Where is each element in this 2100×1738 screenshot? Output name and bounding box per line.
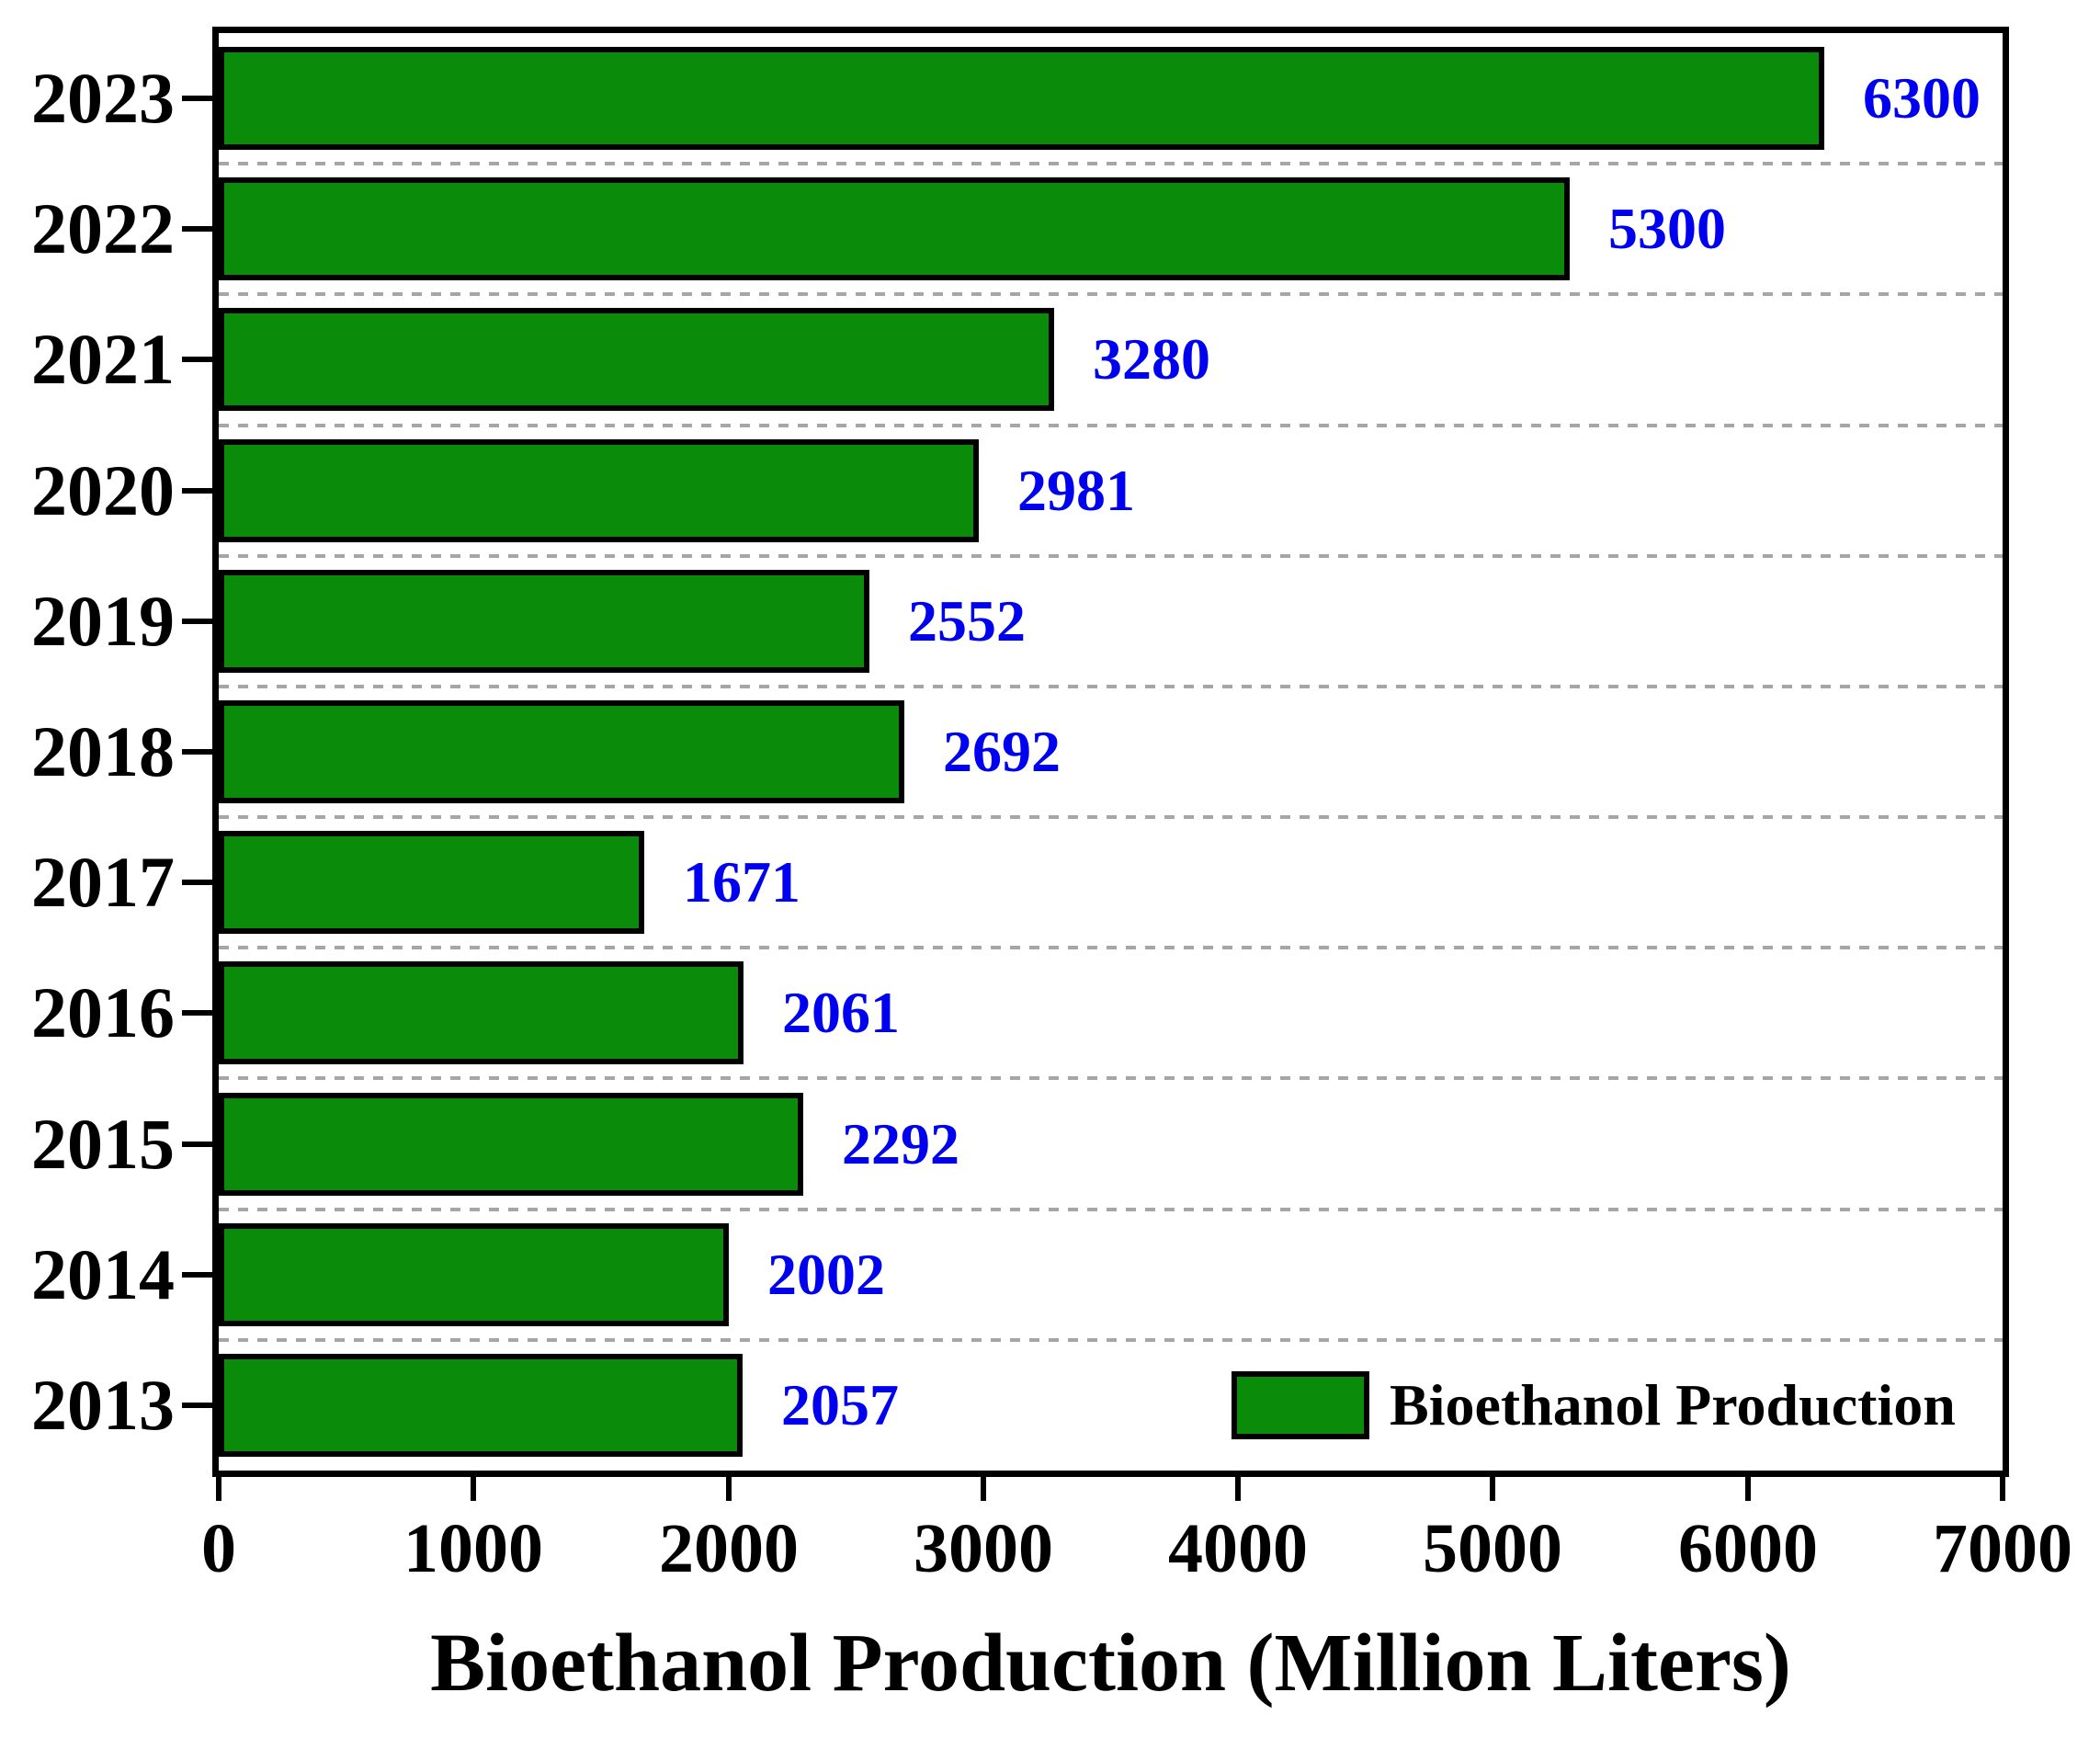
x-tick-7000 xyxy=(2000,1475,2005,1501)
x-tick-5000 xyxy=(1490,1475,1495,1501)
bar-value-label-2014: 2002 xyxy=(767,1242,885,1307)
y-tick-2013 xyxy=(182,1403,212,1408)
gridline xyxy=(219,1076,2003,1081)
y-tick-label-2013: 2013 xyxy=(31,1365,175,1445)
bar-value-label-2018: 2692 xyxy=(943,719,1061,784)
y-tick-label-2020: 2020 xyxy=(31,450,175,530)
x-tick-label-7000: 7000 xyxy=(1933,1510,2072,1587)
x-tick-4000 xyxy=(1235,1475,1241,1501)
bar-2013 xyxy=(219,1354,743,1457)
gridline xyxy=(219,815,2003,820)
x-tick-label-2000: 2000 xyxy=(659,1510,799,1587)
legend-swatch xyxy=(1232,1371,1369,1439)
bar-2014 xyxy=(219,1223,729,1326)
bar-2023 xyxy=(219,47,1824,150)
x-tick-1000 xyxy=(471,1475,476,1501)
y-tick-2015 xyxy=(182,1142,212,1147)
x-axis-title: Bioethanol Production (Million Liters) xyxy=(430,1618,1791,1709)
gridline xyxy=(219,423,2003,427)
bar-value-label-2019: 2552 xyxy=(908,588,1026,653)
y-tick-2023 xyxy=(182,96,212,101)
gridline xyxy=(219,162,2003,166)
y-tick-label-2023: 2023 xyxy=(31,58,175,138)
bar-value-label-2015: 2292 xyxy=(842,1111,959,1176)
x-tick-label-4000: 4000 xyxy=(1168,1510,1308,1587)
y-tick-2018 xyxy=(182,749,212,755)
x-tick-label-6000: 6000 xyxy=(1678,1510,1818,1587)
y-tick-2021 xyxy=(182,357,212,362)
gridline xyxy=(219,1207,2003,1211)
bar-value-label-2017: 1671 xyxy=(683,849,800,914)
x-tick-3000 xyxy=(981,1475,986,1501)
gridline xyxy=(219,1337,2003,1342)
y-tick-2022 xyxy=(182,226,212,232)
y-tick-label-2021: 2021 xyxy=(31,319,175,399)
gridline xyxy=(219,684,2003,688)
x-tick-0 xyxy=(216,1475,221,1501)
gridline xyxy=(219,292,2003,297)
legend-label: Bioethanol Production xyxy=(1390,1372,1956,1437)
bar-2016 xyxy=(219,961,744,1064)
x-tick-2000 xyxy=(726,1475,732,1501)
bar-value-label-2021: 3280 xyxy=(1093,326,1210,392)
x-tick-label-1000: 1000 xyxy=(403,1510,543,1587)
bar-value-label-2023: 6300 xyxy=(1863,65,1981,131)
bar-value-label-2020: 2981 xyxy=(1017,458,1135,523)
y-tick-label-2014: 2014 xyxy=(31,1234,175,1314)
x-tick-label-5000: 5000 xyxy=(1423,1510,1562,1587)
y-tick-label-2015: 2015 xyxy=(31,1104,175,1184)
gridline xyxy=(219,946,2003,950)
bar-2021 xyxy=(219,308,1054,411)
y-tick-label-2016: 2016 xyxy=(31,972,175,1052)
y-tick-label-2018: 2018 xyxy=(31,711,175,791)
x-tick-label-0: 0 xyxy=(201,1510,236,1587)
gridline xyxy=(219,553,2003,558)
bar-2015 xyxy=(219,1093,803,1196)
x-tick-label-3000: 3000 xyxy=(914,1510,1053,1587)
bar-2022 xyxy=(219,177,1570,280)
bar-value-label-2013: 2057 xyxy=(781,1372,899,1437)
x-tick-6000 xyxy=(1745,1475,1751,1501)
bar-2019 xyxy=(219,570,869,673)
bar-2020 xyxy=(219,439,979,542)
y-tick-2019 xyxy=(182,619,212,624)
y-tick-2017 xyxy=(182,880,212,885)
y-tick-2020 xyxy=(182,488,212,494)
bar-2017 xyxy=(219,831,644,934)
bar-2018 xyxy=(219,700,904,803)
bar-value-label-2022: 5300 xyxy=(1608,196,1726,261)
y-tick-2014 xyxy=(182,1272,212,1278)
y-tick-label-2019: 2019 xyxy=(31,581,175,661)
bar-value-label-2016: 2061 xyxy=(782,980,900,1045)
y-tick-label-2017: 2017 xyxy=(31,842,175,922)
y-tick-2016 xyxy=(182,1010,212,1016)
y-tick-label-2022: 2022 xyxy=(31,188,175,268)
